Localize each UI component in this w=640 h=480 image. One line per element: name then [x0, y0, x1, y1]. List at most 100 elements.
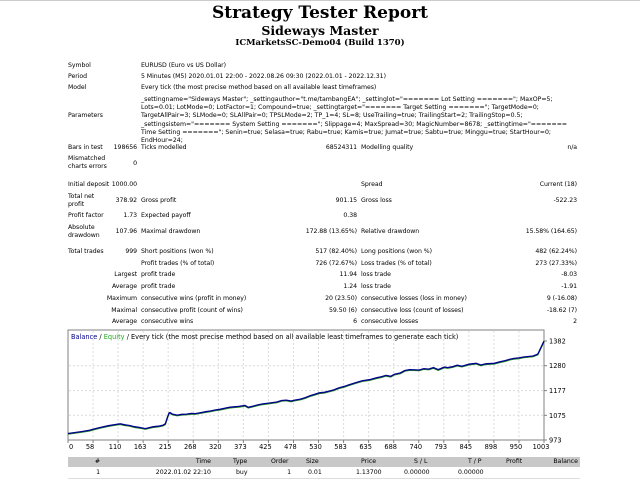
average-profit-label: profit trade — [141, 283, 176, 290]
cell-number: 1 — [96, 469, 100, 476]
mismatch-label-2: charts errors — [68, 163, 107, 170]
col-type: Type — [233, 458, 248, 465]
col-number: # — [94, 458, 100, 465]
max-drawdown-label: Maximal drawdown — [141, 228, 201, 235]
cell-price: 1.13700 — [356, 469, 382, 476]
average-label: Average — [111, 283, 137, 290]
table-row[interactable]: 1 2022.01.02 22:10 buy 1 0.01 1.13700 0.… — [68, 467, 580, 479]
chart-title: Balance / Equity / Every tick (the most … — [71, 333, 458, 341]
spread-value: Current (18) — [539, 181, 577, 188]
max-cons-losses-label: consecutive losses (loss in money) — [361, 295, 467, 302]
y-tick-label: 1075 — [549, 412, 566, 420]
x-tick-label: 688 — [384, 443, 397, 451]
net-profit-label-1: Total net — [68, 193, 95, 200]
x-tick-label: 793 — [434, 443, 447, 451]
chart-title-sep: / — [97, 333, 103, 341]
spread-label: Spread — [361, 181, 383, 188]
x-tick-label: 163 — [134, 443, 147, 451]
maximal-cons-profit-value: 59.50 (6) — [329, 307, 357, 314]
avg-cons-losses-label: consecutive losses — [361, 318, 419, 325]
cell-size: 0.01 — [308, 469, 322, 476]
maximal-cons-profit-label: consecutive profit (count of wins) — [141, 307, 243, 314]
x-tick-label: 373 — [234, 443, 247, 451]
y-tick-label: 1382 — [549, 338, 566, 346]
largest-label: Largest — [114, 271, 137, 278]
maximal-cons-loss-label: consecutive loss (count of losses) — [361, 307, 464, 314]
x-tick-label: 583 — [334, 443, 347, 451]
profit-trades-value: 726 (72.67%) — [315, 260, 357, 267]
grid-lines — [69, 331, 543, 439]
x-tick-label: 215 — [159, 443, 172, 451]
mismatch-label-1: Mismatched — [68, 155, 106, 162]
x-tick-label: 635 — [359, 443, 372, 451]
col-time: Time — [195, 458, 211, 465]
trades-table-header: # Time Type Order Size Price S / L T / P… — [68, 457, 580, 467]
balance-equity-chart: 0 58 110 163 215 268 320 373 425 478 530 583 635 688 7… — [67, 329, 566, 451]
top-border — [0, 0, 640, 1]
x-tick-label: 58 — [86, 443, 94, 451]
abs-drawdown-label-1: Absolute — [68, 224, 95, 231]
max-drawdown-value: 172.88 (13.65%) — [305, 228, 357, 235]
gross-loss-value: -522.23 — [553, 197, 577, 204]
col-balance: Balance — [553, 458, 578, 465]
server-build: ICMarketsSC-Demo04 (Build 1370) — [235, 38, 405, 48]
chart-title-equity: Equity — [104, 333, 125, 341]
x-tick-label: 0 — [69, 443, 73, 451]
ticks-value: 68524311 — [325, 144, 357, 151]
y-tick-label: 973 — [549, 437, 562, 445]
largest-loss-label: loss trade — [361, 271, 391, 278]
rel-drawdown-label: Relative drawdown — [361, 228, 420, 235]
cell-type: buy — [236, 469, 248, 476]
col-price: Price — [361, 458, 377, 465]
chart-title-balance: Balance — [71, 333, 97, 341]
plot-frame — [67, 329, 545, 441]
long-positions-label: Long positions (won %) — [361, 248, 432, 255]
y-tick-label: 1177 — [549, 387, 566, 395]
cell-tp: 0.00000 — [458, 469, 484, 476]
x-tick-label: 425 — [259, 443, 272, 451]
initial-deposit-value: 1000.00 — [111, 181, 137, 188]
initial-deposit-label: Initial deposit — [68, 181, 110, 188]
cell-sl: 0.00000 — [404, 469, 430, 476]
balance-line — [67, 340, 545, 435]
chart-title-rest: / Every tick (the most precise method ba… — [125, 333, 459, 341]
x-tick-label: 1003 — [533, 443, 550, 451]
col-size: Size — [306, 458, 319, 465]
average2-label: Average — [111, 318, 137, 325]
long-positions-value: 482 (62.24%) — [535, 248, 577, 255]
gross-loss-label: Gross loss — [361, 197, 392, 204]
max-cons-wins-label: consecutive wins (profit in money) — [141, 295, 247, 302]
expected-payoff-value: 0.38 — [343, 212, 357, 219]
max-cons-wins-value: 20 (23.50) — [325, 295, 357, 302]
x-tick-label: 950 — [510, 443, 523, 451]
quality-value: n/a — [567, 144, 577, 151]
net-profit-label-2: profit — [68, 201, 85, 208]
cell-order: 1 — [287, 469, 291, 476]
mismatch-value: 0 — [133, 160, 137, 167]
model-label: Model — [68, 84, 87, 91]
x-tick-label: 268 — [184, 443, 197, 451]
largest-profit-label: profit trade — [141, 271, 176, 278]
largest-loss-value: -8.03 — [561, 271, 577, 278]
x-tick-label: 845 — [460, 443, 473, 451]
col-tp: T / P — [468, 458, 482, 465]
maximum-label: Maximum — [106, 295, 137, 302]
x-tick-label: 740 — [409, 443, 422, 451]
rel-drawdown-value: 15.58% (164.65) — [525, 228, 577, 235]
symbol-value: EURUSD (Euro vs US Dollar) — [141, 62, 227, 69]
max-cons-losses-value: 9 (-16.08) — [546, 295, 577, 302]
profit-trades-label: Profit trades (% of total) — [141, 260, 215, 267]
x-tick-label: 110 — [109, 443, 122, 451]
short-positions-label: Short positions (won %) — [141, 248, 214, 255]
total-trades-value: 999 — [125, 248, 137, 255]
y-axis-ticks: 1382 1280 1177 1075 973 — [544, 338, 566, 445]
avg-cons-wins-label: consecutive wins — [141, 318, 194, 325]
x-tick-label: 898 — [485, 443, 498, 451]
x-axis-ticks: 0 58 110 163 215 268 320 373 425 478 530 583 635 688 7… — [67, 440, 550, 451]
largest-profit-value: 11.94 — [339, 271, 358, 278]
period-label: Period — [68, 73, 87, 80]
abs-drawdown-value: 107.96 — [115, 228, 137, 235]
bars-label: Bars in test — [68, 144, 103, 151]
gross-profit-value: 901.15 — [335, 197, 357, 204]
net-profit-value: 378.92 — [115, 197, 137, 204]
